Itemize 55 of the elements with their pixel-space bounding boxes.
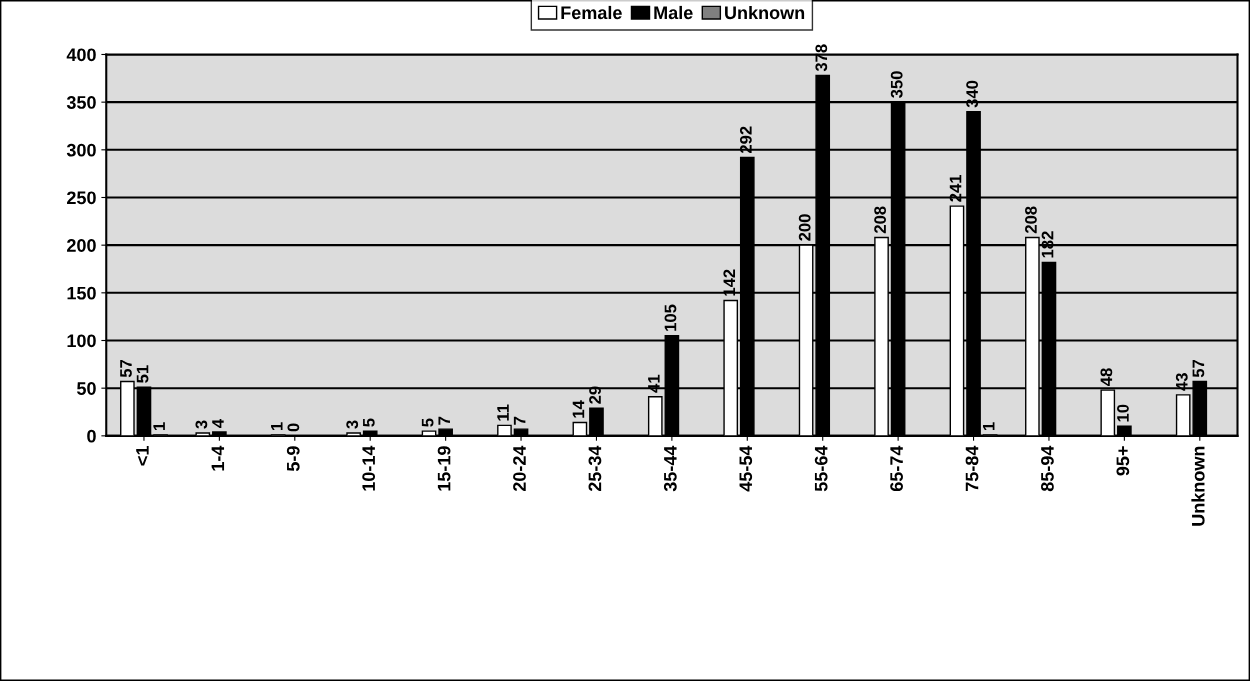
data-label: 51 xyxy=(136,365,149,383)
data-label: 5 xyxy=(363,418,375,427)
data-label: 1 xyxy=(982,422,995,431)
x-tick-label: 5-9 xyxy=(286,446,300,472)
data-label: 7 xyxy=(513,416,526,425)
legend-label: Male xyxy=(654,5,693,20)
data-label: 241 xyxy=(949,174,962,202)
data-label: 5 xyxy=(421,418,434,427)
y-tick-label: 350 xyxy=(66,96,96,109)
data-label: 10 xyxy=(1117,404,1129,422)
data-label: 57 xyxy=(1192,359,1205,378)
x-tick-label: <1 xyxy=(136,446,149,466)
data-label: 41 xyxy=(648,374,660,393)
x-tick-label: 55-64 xyxy=(814,445,828,492)
data-label: 292 xyxy=(739,126,752,154)
data-label: 3 xyxy=(195,420,208,429)
x-tick-label: 35-44 xyxy=(663,445,677,492)
data-label: 1 xyxy=(153,422,165,431)
legend-label: Female xyxy=(561,5,622,20)
data-label: 1 xyxy=(271,422,283,431)
x-tick-label: 25-34 xyxy=(588,445,602,492)
y-tick-label: 400 xyxy=(66,48,96,62)
y-tick-label: 150 xyxy=(67,286,96,300)
data-label: 43 xyxy=(1175,373,1188,391)
legend-label: Unknown xyxy=(725,5,805,20)
data-label: 11 xyxy=(497,404,509,421)
data-label: 14 xyxy=(572,400,585,418)
y-tick-label: 200 xyxy=(67,239,96,252)
data-label: 4 xyxy=(212,419,224,428)
data-label: 0 xyxy=(287,423,300,432)
data-label: 57 xyxy=(120,359,132,378)
y-tick-label: 300 xyxy=(66,143,96,157)
data-label: 105 xyxy=(664,304,677,331)
y-tick-label: 50 xyxy=(77,382,96,395)
x-tick-label: 95+ xyxy=(1116,446,1130,476)
data-label: 7 xyxy=(438,416,450,425)
data-label: 350 xyxy=(890,71,903,98)
x-tick-label: 45-54 xyxy=(739,445,753,492)
x-tick-label: 15-19 xyxy=(437,446,451,491)
x-tick-label: 85-94 xyxy=(1041,445,1054,492)
y-tick-label: 250 xyxy=(67,191,96,205)
data-label: 208 xyxy=(874,206,887,234)
data-label: 208 xyxy=(1025,206,1037,234)
x-tick-label: Unknown xyxy=(1191,446,1205,526)
y-tick-label: 0 xyxy=(87,429,96,443)
data-label: 3 xyxy=(346,420,359,429)
x-tick-label: 1-4 xyxy=(211,445,225,471)
data-label: 200 xyxy=(798,214,811,241)
y-tick-label: 100 xyxy=(67,334,96,348)
x-tick-label: 65-74 xyxy=(890,445,903,492)
x-tick-label: 10-14 xyxy=(362,445,376,491)
data-label: 378 xyxy=(815,44,828,72)
data-label: 48 xyxy=(1100,368,1113,387)
x-tick-label: 20-24 xyxy=(513,445,526,492)
x-tick-label: 75-84 xyxy=(965,445,979,491)
